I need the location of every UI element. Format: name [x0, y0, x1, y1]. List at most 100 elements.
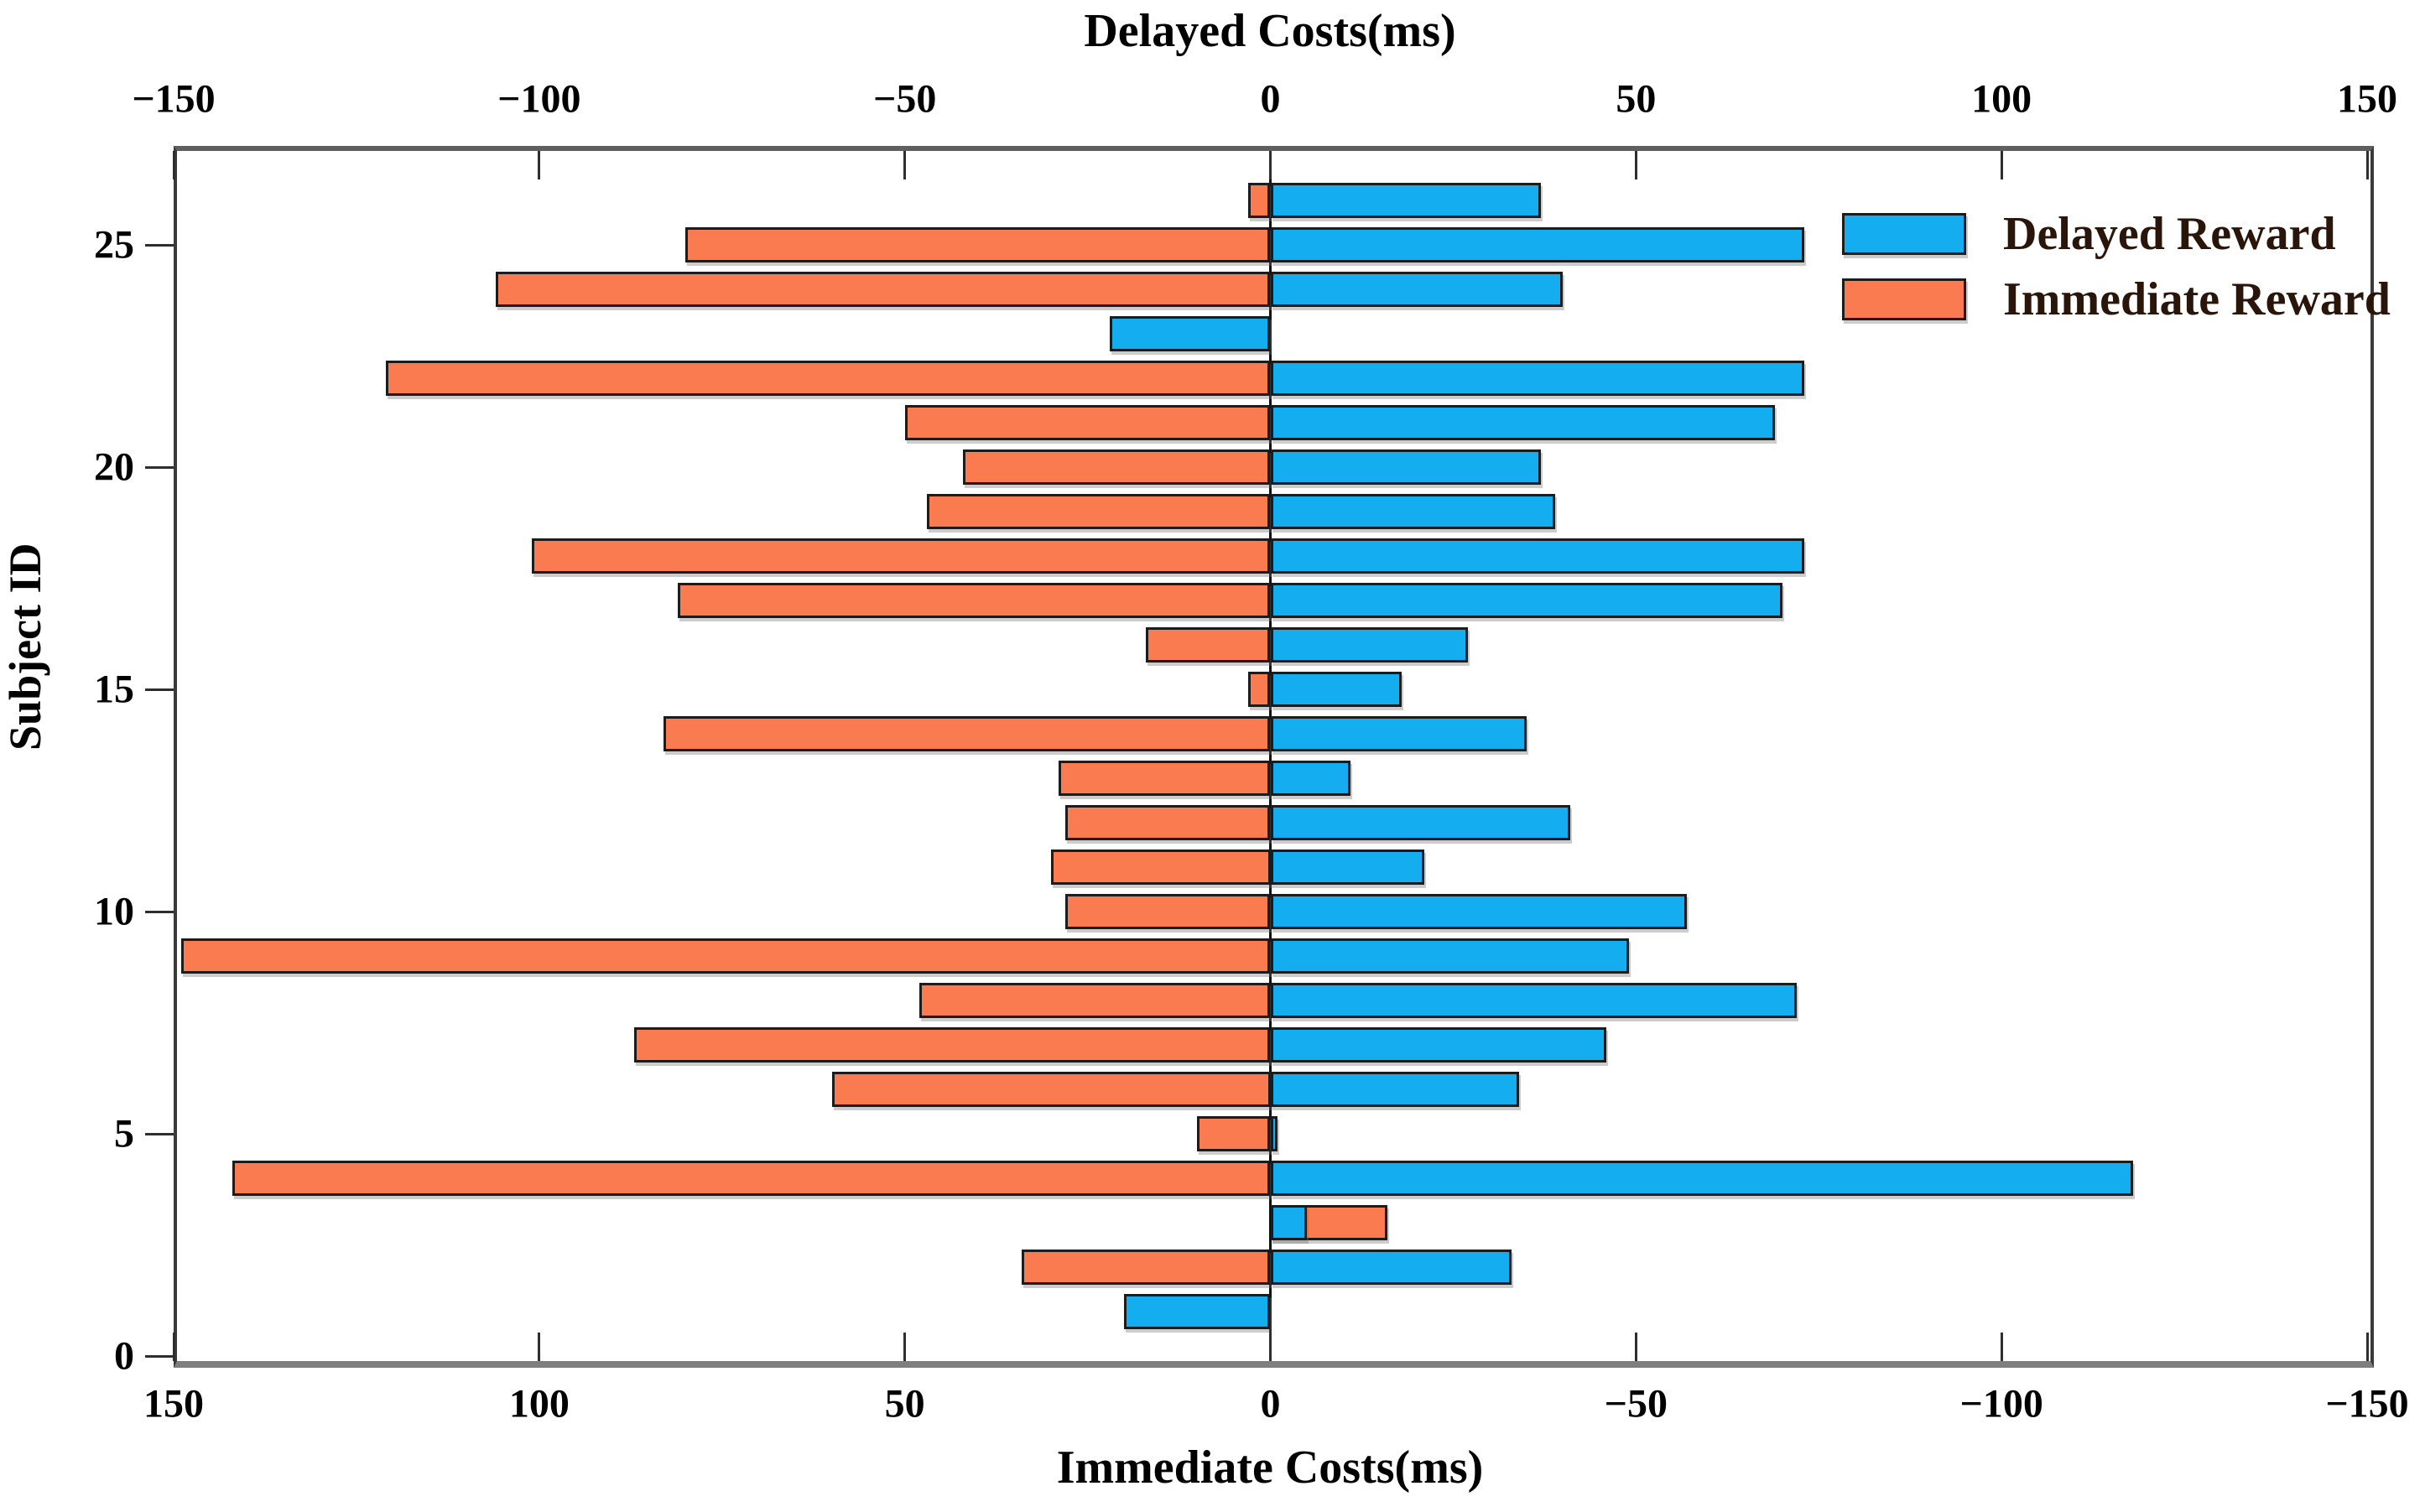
bar-immediate-subject-2 — [1022, 1250, 1271, 1285]
bar-immediate-subject-24 — [495, 272, 1271, 307]
zero-axis-line — [1269, 151, 1272, 1361]
bar-immediate-subject-6 — [831, 1072, 1271, 1107]
y-tick-label-0: 0 — [114, 1333, 134, 1379]
y-tick-10 — [145, 910, 174, 913]
bar-immediate-subject-13 — [1058, 761, 1271, 796]
bar-delayed-subject-1 — [1124, 1294, 1271, 1329]
bar-delayed-subject-25 — [1270, 227, 1804, 262]
bar-immediate-subject-16 — [1146, 627, 1271, 662]
bar-immediate-subject-17 — [678, 583, 1271, 618]
y-tick-label-20: 20 — [94, 444, 134, 490]
legend-swatch-immediate — [1842, 278, 1966, 320]
bar-immediate-subject-10 — [1065, 894, 1271, 929]
top-tick-label--50: −50 — [872, 76, 937, 122]
y-tick-label-10: 10 — [94, 889, 134, 934]
top-tick-label--150: −150 — [132, 76, 216, 122]
y-axis-title: Subject ID — [0, 543, 50, 751]
top-tick-label-0: 0 — [1260, 76, 1281, 122]
bar-delayed-subject-14 — [1270, 716, 1527, 751]
bar-delayed-subject-4 — [1270, 1161, 2134, 1196]
bottom-tick--150 — [2365, 1333, 2369, 1361]
bar-immediate-subject-5 — [1197, 1116, 1271, 1151]
bottom-tick--50 — [1634, 1333, 1637, 1361]
y-tick-15 — [145, 688, 174, 691]
bar-delayed-subject-17 — [1270, 583, 1782, 618]
bar-delayed-subject-22 — [1270, 361, 1804, 396]
top-tick--150 — [172, 151, 175, 179]
bar-immediate-subject-22 — [385, 361, 1271, 396]
bottom-tick-label-100: 100 — [508, 1381, 570, 1426]
bottom-tick-100 — [538, 1333, 541, 1361]
bar-delayed-subject-8 — [1270, 983, 1798, 1018]
top-tick-label-100: 100 — [1971, 76, 2032, 122]
bar-delayed-subject-13 — [1270, 761, 1351, 796]
top-tick-0 — [1269, 151, 1272, 179]
bottom-tick-0 — [1269, 1333, 1272, 1361]
top-tick-150 — [2365, 151, 2369, 179]
legend-item-immediate: Immediate Reward — [1842, 273, 2391, 326]
bar-immediate-subject-8 — [919, 983, 1271, 1018]
bar-immediate-subject-7 — [634, 1027, 1271, 1063]
legend-item-delayed: Delayed Reward — [1842, 207, 2336, 261]
bar-delayed-subject-3 — [1270, 1205, 1308, 1240]
bar-immediate-subject-12 — [1065, 805, 1271, 840]
top-tick-label-50: 50 — [1616, 76, 1657, 122]
bottom-tick-label-150: 150 — [143, 1381, 204, 1426]
bar-delayed-subject-20 — [1270, 449, 1542, 485]
y-tick-0 — [145, 1354, 174, 1358]
top-axis-title: Delayed Costs(ms) — [1084, 5, 1456, 57]
bar-immediate-subject-20 — [963, 449, 1271, 485]
top-tick-100 — [2000, 151, 2003, 179]
bottom-tick-label--100: −100 — [1959, 1381, 2043, 1426]
bottom-tick-label--150: −150 — [2325, 1381, 2409, 1426]
bottom-tick--100 — [2000, 1333, 2003, 1361]
bar-delayed-subject-7 — [1270, 1027, 1607, 1063]
bar-delayed-subject-10 — [1270, 894, 1688, 929]
bar-immediate-subject-19 — [926, 494, 1271, 529]
bar-delayed-subject-6 — [1270, 1072, 1519, 1107]
bar-delayed-subject-24 — [1270, 272, 1564, 307]
bar-delayed-subject-12 — [1270, 805, 1570, 840]
bottom-tick-label-50: 50 — [884, 1381, 925, 1426]
legend-label-immediate: Immediate Reward — [2003, 273, 2391, 325]
top-tick-label--100: −100 — [497, 76, 581, 122]
y-tick-label-15: 15 — [94, 667, 134, 712]
bar-delayed-subject-26 — [1270, 183, 1542, 218]
plot-area — [172, 146, 2374, 1368]
bar-immediate-subject-25 — [685, 227, 1271, 262]
top-tick-label-150: 150 — [2337, 76, 2397, 122]
legend-label-delayed: Delayed Reward — [2003, 208, 2336, 260]
bar-immediate-subject-11 — [1051, 850, 1271, 885]
bottom-tick-150 — [172, 1333, 175, 1361]
bottom-tick-50 — [903, 1333, 907, 1361]
top-tick--100 — [538, 151, 541, 179]
legend-swatch-delayed — [1842, 213, 1966, 255]
bar-delayed-subject-23 — [1109, 316, 1271, 351]
bar-delayed-subject-19 — [1270, 494, 1556, 529]
bar-delayed-subject-21 — [1270, 405, 1775, 440]
y-tick-5 — [145, 1132, 174, 1135]
bar-delayed-subject-2 — [1270, 1250, 1512, 1285]
y-tick-25 — [145, 243, 174, 247]
bar-immediate-subject-9 — [180, 938, 1271, 974]
bar-immediate-subject-4 — [232, 1161, 1271, 1196]
top-tick--50 — [903, 151, 907, 179]
bottom-tick-label-0: 0 — [1260, 1381, 1281, 1426]
bar-immediate-subject-14 — [663, 716, 1271, 751]
top-tick-50 — [1634, 151, 1637, 179]
bar-delayed-subject-5 — [1270, 1116, 1278, 1151]
bar-immediate-subject-26 — [1248, 183, 1271, 218]
bar-immediate-subject-15 — [1248, 672, 1271, 707]
bar-delayed-subject-16 — [1270, 627, 1468, 662]
y-tick-20 — [145, 465, 174, 469]
bar-delayed-subject-18 — [1270, 538, 1804, 574]
bottom-tick-label--50: −50 — [1604, 1381, 1668, 1426]
bar-delayed-subject-15 — [1270, 672, 1402, 707]
bar-immediate-subject-21 — [904, 405, 1271, 440]
y-tick-label-25: 25 — [94, 222, 134, 268]
bar-delayed-subject-11 — [1270, 850, 1424, 885]
bar-immediate-subject-18 — [532, 538, 1271, 574]
y-tick-label-5: 5 — [114, 1111, 134, 1156]
bar-delayed-subject-9 — [1270, 938, 1629, 974]
